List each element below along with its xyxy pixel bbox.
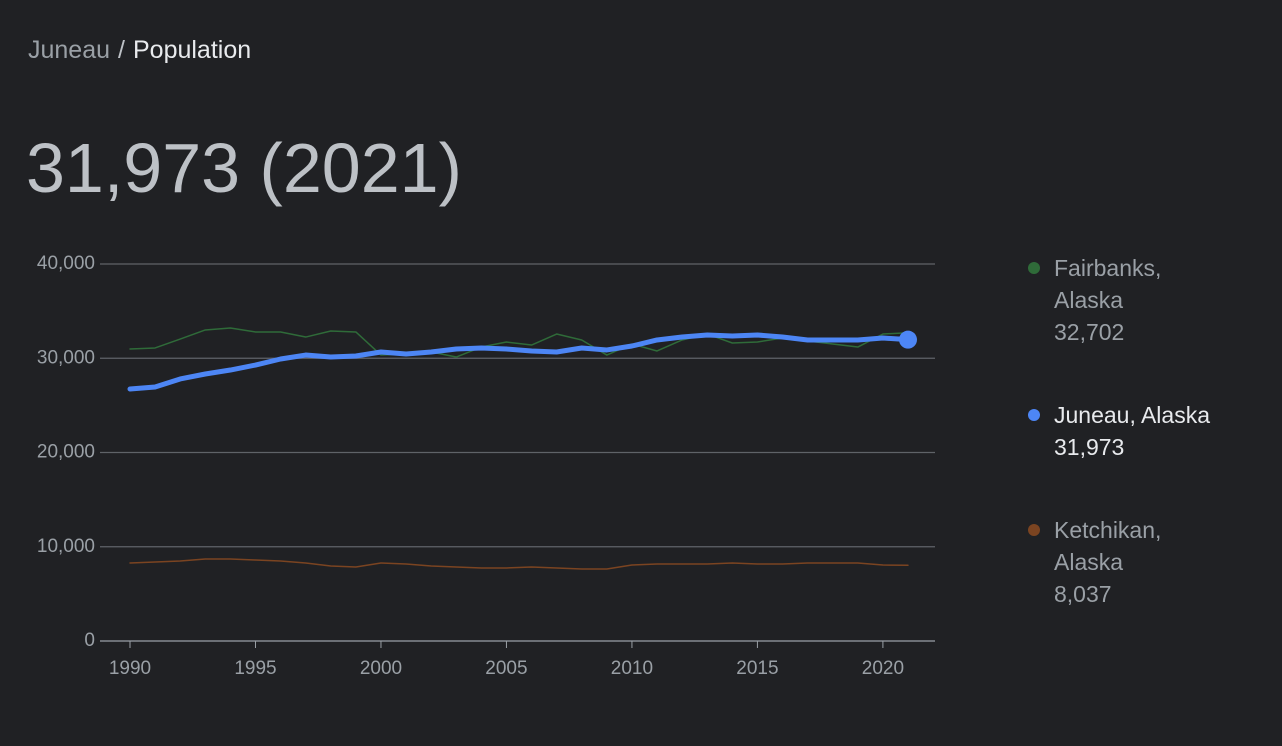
legend-name: Ketchikan, Alaska xyxy=(1054,517,1162,575)
x-tick-label: 2010 xyxy=(611,658,653,679)
breadcrumb-current: Population xyxy=(132,36,252,64)
legend-item[interactable]: Ketchikan, Alaska 8,037 xyxy=(1026,514,1224,610)
x-tick-label: 1990 xyxy=(109,658,151,679)
series-line xyxy=(129,558,909,570)
end-marker xyxy=(899,330,917,349)
breadcrumb: Juneau / Population xyxy=(28,36,251,65)
series-line xyxy=(129,327,909,358)
breadcrumb-separator: / xyxy=(118,36,125,64)
legend-swatch xyxy=(1028,524,1040,536)
legend-swatch xyxy=(1028,409,1040,421)
x-tick-label: 2000 xyxy=(360,658,402,679)
legend-item[interactable]: Fairbanks, Alaska 32,702 xyxy=(1026,252,1224,348)
breadcrumb-parent[interactable]: Juneau xyxy=(28,36,111,64)
legend-name: Fairbanks, Alaska xyxy=(1054,255,1162,313)
y-tick-label: 10,000 xyxy=(37,536,95,557)
legend-value: 31,973 xyxy=(1054,434,1125,460)
legend-swatch xyxy=(1028,262,1040,274)
y-tick-label: 30,000 xyxy=(37,347,95,368)
y-tick-label: 20,000 xyxy=(37,442,95,463)
legend-item[interactable]: Juneau, Alaska 31,973 xyxy=(1026,399,1224,463)
y-tick-label: 40,000 xyxy=(37,253,95,274)
series-line xyxy=(127,332,911,392)
headline: 31,973 (2021) xyxy=(26,129,462,207)
legend-name: Juneau, Alaska xyxy=(1054,402,1211,428)
x-tick-label: 2015 xyxy=(736,658,778,679)
legend-value: 8,037 xyxy=(1054,581,1112,607)
legend-value: 32,702 xyxy=(1054,319,1125,345)
legend: Fairbanks, Alaska 32,702 Juneau, Alaska 31,… xyxy=(1026,252,1224,661)
x-tick-label: 2005 xyxy=(485,658,527,679)
y-tick-label: 0 xyxy=(84,630,95,651)
x-tick-label: 1995 xyxy=(234,658,276,679)
x-tick-label: 2020 xyxy=(862,658,904,679)
